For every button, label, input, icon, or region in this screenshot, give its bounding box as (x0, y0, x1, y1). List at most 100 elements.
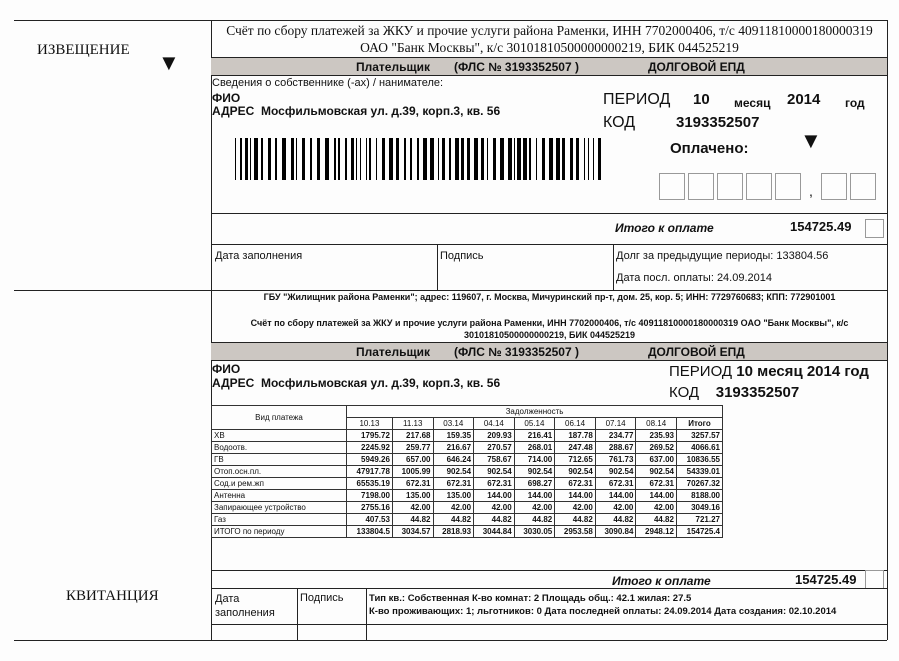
cell-value: 721.27 (675, 513, 724, 526)
barcode-bar (598, 138, 601, 180)
cell-value: 259.77 (391, 441, 434, 454)
barcode-bar (356, 138, 357, 180)
total-label-2: Итого к оплате (612, 574, 711, 588)
cell-value: 407.53 (346, 513, 393, 526)
cell-value: 44.82 (513, 513, 556, 526)
barcode-bar (517, 138, 521, 180)
debt-table: Вид платежа Задолженность 10.13 11.13 03.14… (211, 405, 724, 538)
cell-value: 268.01 (513, 441, 556, 454)
barcode-bar (351, 138, 354, 180)
paid-label: Оплачено: (670, 140, 749, 157)
table-row: ИТОГО по периоду 133804.5 3034.57 2818.93 30… (211, 525, 724, 538)
row-label: ХВ (211, 429, 347, 442)
header-line1: Счёт по сбору платежей за ЖКУ и прочие у… (226, 23, 873, 38)
cell-value: 288.67 (594, 441, 637, 454)
barcode-bar (449, 138, 451, 180)
barcode-bar (423, 138, 427, 180)
cell-value: 902.54 (554, 465, 596, 478)
barcode-bar (240, 138, 242, 180)
barcode-bar (481, 138, 484, 180)
barcode (235, 138, 601, 180)
document-type: ДОЛГОВОЙ ЕПД (648, 60, 745, 74)
sign-label: Подпись (440, 250, 484, 262)
cell-value: 672.31 (635, 477, 677, 490)
period-month: 10 (693, 91, 710, 108)
barcode-bar (382, 138, 385, 180)
barcode-bar (245, 138, 248, 180)
total-value-2: 154725.49 (795, 572, 857, 587)
row-label: Водоотв. (211, 441, 347, 454)
cell-value: 714.00 (513, 453, 556, 466)
fio-label-2: ФИО (212, 362, 241, 376)
fio-label: ФИО (212, 91, 241, 105)
payer-bar-2: Плательщик (ФЛС № 3193352507 ) ДОЛГОВОЙ … (211, 342, 887, 361)
date-label: Дата заполнения (215, 250, 303, 262)
barcode-bar (261, 138, 263, 180)
cell-value: 270.57 (473, 441, 515, 454)
cell-value: 187.78 (554, 429, 596, 442)
cell-value: 44.82 (432, 513, 475, 526)
total-label: Итого к оплате (615, 221, 714, 235)
barcode-bar (536, 138, 537, 180)
cell-value: 4066.61 (675, 441, 724, 454)
barcode-bar (588, 138, 589, 180)
total-checkbox-2[interactable] (865, 570, 884, 589)
cell-value: 42.00 (554, 501, 596, 514)
table-row: Сод.и рем.жп 65535.19 672.31 672.31 672.31 69… (211, 477, 724, 490)
barcode-bar (474, 138, 478, 180)
barcode-bar (360, 138, 361, 180)
cell-value: 3034.57 (391, 525, 434, 538)
barcode-bar (282, 138, 286, 180)
cell-value: 247.48 (554, 441, 596, 454)
receipt-label: КВИТАНЦИЯ (66, 588, 159, 604)
barcode-bar (345, 138, 347, 180)
barcode-bar (366, 138, 367, 180)
row-label: Отоп.осн.пл. (211, 465, 347, 478)
cell-value: 235.93 (635, 429, 677, 442)
last-payment-date: Дата посл. оплаты: 24.09.2014 (616, 272, 772, 284)
barcode-bar (467, 138, 470, 180)
cell-value: 135.00 (391, 489, 434, 502)
cell-value: 269.52 (635, 441, 677, 454)
barcode-bar (514, 138, 515, 180)
cell-value: 8188.00 (675, 489, 724, 502)
cell-value: 209.93 (473, 429, 515, 442)
address: АДРЕС Мосфильмовская ул. д.39, корп.3, к… (212, 104, 501, 118)
row-label: Газ (211, 513, 347, 526)
barcode-bar (376, 138, 377, 180)
table-row: Антенна 7198.00 135.00 135.00 144.00 144.00 14… (211, 489, 724, 502)
column-header: 04.14 (473, 417, 515, 430)
cell-value: 902.54 (432, 465, 475, 478)
cell-value: 2948.12 (635, 525, 677, 538)
payer-label: Плательщик (356, 60, 430, 74)
barcode-bar (549, 138, 553, 180)
barcode-bar (250, 138, 251, 180)
cell-value: 144.00 (513, 489, 556, 502)
cell-value: 672.31 (391, 477, 434, 490)
barcode-bar (487, 138, 488, 180)
cell-value: 234.77 (594, 429, 637, 442)
table-row: Газ 407.53 44.82 44.82 44.82 44.82 44.82 44.82 4… (211, 513, 724, 526)
bill-header-2: Счёт по сбору платежей за ЖКУ и прочие у… (250, 318, 849, 340)
cell-value: 42.00 (513, 501, 556, 514)
cell-value: 154725.4 (675, 525, 724, 538)
table-row: ХВ 1795.72 217.68 159.35 209.93 216.41 187.78 2… (211, 429, 724, 442)
cell-value: 761.73 (594, 453, 637, 466)
column-header: Итого (675, 417, 724, 430)
cell-value: 54339.01 (675, 465, 724, 478)
cell-value: 44.82 (554, 513, 596, 526)
cell-value: 698.27 (513, 477, 556, 490)
cell-value: 672.31 (594, 477, 637, 490)
bill-header: Счёт по сбору платежей за ЖКУ и прочие у… (212, 22, 887, 56)
cell-value: 70267.32 (675, 477, 724, 490)
total-value: 154725.49 (790, 219, 852, 234)
barcode-bar (275, 138, 277, 180)
cell-value: 44.82 (594, 513, 637, 526)
row-label: Сод.и рем.жп (211, 477, 347, 490)
period-2: ПЕРИОД 10 месяц 2014 год (669, 363, 869, 380)
barcode-bar (493, 138, 496, 180)
cell-value: 144.00 (635, 489, 677, 502)
total-checkbox[interactable] (865, 219, 884, 238)
barcode-bar (542, 138, 545, 180)
arrow-down-icon: ▼ (158, 50, 180, 75)
